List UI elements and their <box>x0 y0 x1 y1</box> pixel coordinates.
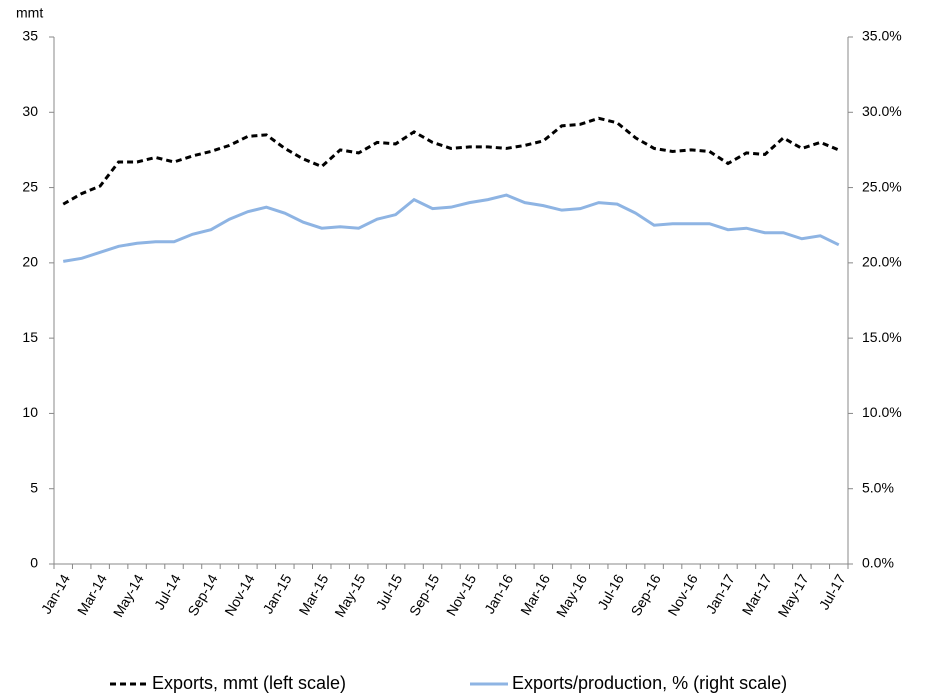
y2-tick-label: 25.0% <box>862 178 902 194</box>
y-tick-label: 10 <box>22 404 38 420</box>
x-tick-label: Jan-14 <box>38 571 73 616</box>
x-tick-label: Jul-15 <box>372 571 405 612</box>
y-tick-label: 0 <box>30 555 38 571</box>
x-tick-label: Mar-15 <box>296 571 332 618</box>
x-tick-label: Nov-15 <box>443 571 480 618</box>
y2-tick-label: 35.0% <box>862 28 902 44</box>
x-tick-label: May-14 <box>110 571 147 620</box>
y-tick-label: 30 <box>22 103 38 119</box>
x-tick-label: Jul-14 <box>151 571 184 612</box>
y-tick-label: 35 <box>22 28 38 44</box>
x-tick-label: Jan-15 <box>259 571 294 616</box>
x-tick-label: May-17 <box>774 571 811 620</box>
series-line <box>62 193 840 263</box>
y-tick-label: 25 <box>22 178 38 194</box>
y2-tick-label: 0.0% <box>862 555 894 571</box>
y2-tick-label: 5.0% <box>862 479 894 495</box>
y2-tick-label: 10.0% <box>862 404 902 420</box>
x-tick-label: Mar-16 <box>517 571 553 618</box>
y-axis-label: mmt <box>16 5 43 21</box>
y-tick-label: 15 <box>22 329 38 345</box>
x-tick-label: Nov-14 <box>221 571 258 618</box>
y2-tick-label: 30.0% <box>862 103 902 119</box>
legend-label: Exports, mmt (left scale) <box>152 673 346 693</box>
x-tick-label: Mar-14 <box>74 571 110 618</box>
y-tick-label: 20 <box>22 254 38 270</box>
y-tick-label: 5 <box>30 479 38 495</box>
x-tick-label: May-15 <box>331 571 368 620</box>
x-tick-label: Jul-16 <box>594 571 627 612</box>
x-tick-label: May-16 <box>553 571 590 620</box>
y2-tick-label: 20.0% <box>862 254 902 270</box>
x-tick-label: Sep-16 <box>627 571 664 618</box>
x-tick-label: Sep-14 <box>184 571 221 618</box>
x-tick-label: Jan-16 <box>481 571 516 616</box>
x-tick-label: Nov-16 <box>664 571 701 618</box>
y2-tick-label: 15.0% <box>862 329 902 345</box>
x-tick-label: Jul-17 <box>816 571 849 612</box>
x-tick-label: Mar-17 <box>739 571 775 618</box>
legend-label: Exports/production, % (right scale) <box>512 673 787 693</box>
x-tick-label: Jan-17 <box>703 571 738 616</box>
series-line <box>62 116 840 206</box>
x-tick-label: Sep-15 <box>406 571 443 618</box>
